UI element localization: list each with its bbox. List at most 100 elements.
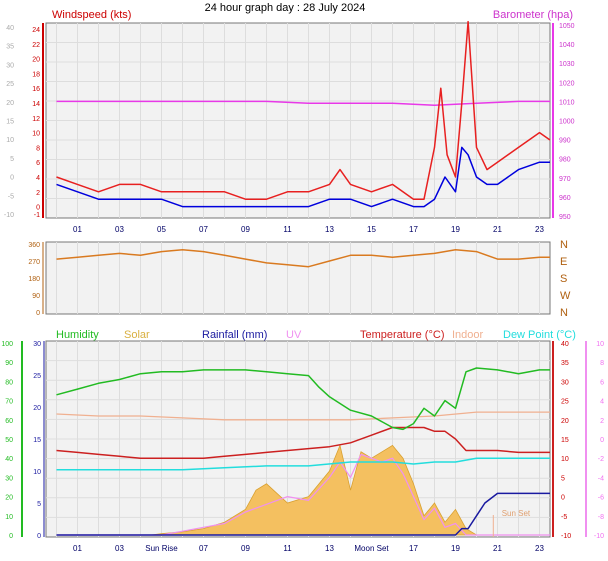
tick-label-faint: 30 bbox=[6, 62, 14, 69]
tick-label-windspeed: 22 bbox=[32, 42, 40, 49]
tick-label-barometer: 980 bbox=[559, 157, 571, 164]
tick-label-barometer: 990 bbox=[559, 138, 571, 145]
barometer-line bbox=[56, 100, 550, 106]
tick-label-hour: 03 bbox=[115, 544, 124, 553]
tick-label-solar: 10 bbox=[33, 469, 41, 476]
tick-label-uv: -10 bbox=[594, 533, 604, 540]
tick-label-faint: 25 bbox=[6, 81, 14, 88]
legend-item: Solar bbox=[124, 329, 150, 341]
temperature-plot: 0102030405060708090100051015202530-10-50… bbox=[1, 341, 604, 553]
tick-label-barometer: 1050 bbox=[559, 23, 575, 30]
tick-label-compass: S bbox=[560, 273, 567, 285]
tick-label-solar: 5 bbox=[37, 501, 41, 508]
tick-label-temperature: 30 bbox=[561, 379, 569, 386]
legend-item: Temperature (°C) bbox=[360, 329, 444, 341]
wind-pressure-plot: -10-50510152025303540-102468101214161820… bbox=[4, 20, 575, 234]
wind-direction-line bbox=[56, 248, 550, 268]
tick-label-faint: -5 bbox=[8, 193, 14, 200]
tick-label-windspeed: 6 bbox=[36, 160, 40, 167]
legend-item: Indoor bbox=[452, 329, 484, 341]
tick-label-uv: 0 bbox=[600, 437, 604, 444]
tick-label-humidity: 100 bbox=[1, 341, 13, 348]
tick-label-windspeed: 18 bbox=[32, 71, 40, 78]
tick-label-hour: Sun Rise bbox=[145, 544, 178, 553]
tick-label-solar: 25 bbox=[33, 373, 41, 380]
tick-label-temperature: 15 bbox=[561, 437, 569, 444]
tick-label-hour: 19 bbox=[451, 544, 460, 553]
tick-label-windspeed: 10 bbox=[32, 131, 40, 138]
tick-label-direction: 180 bbox=[28, 276, 40, 283]
legend-temperature-panel: Humidity Solar Rainfall (mm) UV Temperature … bbox=[56, 329, 576, 341]
tick-label-compass: N bbox=[560, 239, 568, 251]
tick-label-barometer: 970 bbox=[559, 176, 571, 183]
tick-label-hour: 03 bbox=[115, 225, 124, 234]
tick-label-faint: 10 bbox=[6, 137, 14, 144]
tick-label-windspeed: 4 bbox=[36, 175, 40, 182]
tick-label-compass: W bbox=[560, 290, 571, 302]
windspeed-axis-label: Windspeed (kts) bbox=[52, 9, 131, 21]
legend-item: Dew Point (°C) bbox=[503, 329, 576, 341]
tick-label-windspeed: 0 bbox=[36, 205, 40, 212]
tick-label-hour: Moon Set bbox=[354, 544, 389, 553]
chart-title: 24 hour graph day : 28 July 2024 bbox=[205, 2, 366, 14]
tick-label-hour: 11 bbox=[283, 225, 292, 234]
tick-label-windspeed: 12 bbox=[32, 116, 40, 123]
tick-label-direction: 90 bbox=[32, 293, 40, 300]
tick-label-hour: 11 bbox=[283, 544, 292, 553]
annotation-sun-set: Sun Set bbox=[502, 509, 531, 518]
tick-label-barometer: 1020 bbox=[559, 80, 575, 87]
windspeed-line bbox=[56, 20, 551, 200]
tick-label-temperature: 25 bbox=[561, 399, 569, 406]
tick-label-temperature: 5 bbox=[561, 475, 565, 482]
barometer-axis-label: Barometer (hpa) bbox=[493, 9, 573, 21]
tick-label-barometer: 1010 bbox=[559, 99, 575, 106]
tick-label-faint: 35 bbox=[6, 44, 14, 51]
temperature-line bbox=[56, 426, 550, 459]
tick-label-solar: 0 bbox=[37, 533, 41, 540]
legend-item: Rainfall (mm) bbox=[202, 329, 267, 341]
tick-label-temperature: 10 bbox=[561, 456, 569, 463]
tick-label-hour: 17 bbox=[409, 544, 418, 553]
tick-label-direction: 270 bbox=[28, 259, 40, 266]
tick-label-hour: 07 bbox=[199, 225, 208, 234]
tick-label-uv: -4 bbox=[598, 475, 604, 482]
tick-label-windspeed: 20 bbox=[32, 57, 40, 64]
tick-label-hour: 13 bbox=[325, 544, 334, 553]
uv-line bbox=[56, 453, 550, 536]
tick-label-windspeed: 16 bbox=[32, 86, 40, 93]
tick-label-hour: 15 bbox=[367, 225, 376, 234]
humidity-line bbox=[56, 367, 550, 431]
tick-label-temperature: -5 bbox=[561, 514, 567, 521]
tick-label-uv: 2 bbox=[600, 418, 604, 425]
tick-label-barometer: 950 bbox=[559, 214, 571, 221]
tick-label-faint: 0 bbox=[10, 175, 14, 182]
tick-label-temperature: 20 bbox=[561, 418, 569, 425]
tick-label-hour: 07 bbox=[199, 544, 208, 553]
indoor-line bbox=[56, 411, 550, 421]
tick-label-humidity: 30 bbox=[5, 475, 13, 482]
tick-label-humidity: 40 bbox=[5, 456, 13, 463]
tick-label-hour: 09 bbox=[241, 225, 250, 234]
tick-label-windspeed: 2 bbox=[36, 190, 40, 197]
tick-label-uv: 4 bbox=[600, 399, 604, 406]
tick-label-solar: 15 bbox=[33, 437, 41, 444]
tick-label-humidity: 90 bbox=[5, 360, 13, 367]
tick-label-temperature: -10 bbox=[561, 533, 571, 540]
tick-label-windspeed: 24 bbox=[32, 27, 40, 34]
tick-label-hour: 19 bbox=[451, 225, 460, 234]
tick-label-uv: -2 bbox=[598, 456, 604, 463]
tick-label-humidity: 80 bbox=[5, 379, 13, 386]
tick-label-direction: 0 bbox=[36, 310, 40, 317]
tick-label-temperature: 35 bbox=[561, 360, 569, 367]
tick-label-hour: 13 bbox=[325, 225, 334, 234]
tick-label-windspeed: -1 bbox=[34, 212, 40, 219]
tick-label-uv: 10 bbox=[596, 341, 604, 348]
tick-label-solar: 30 bbox=[33, 341, 41, 348]
tick-label-barometer: 1040 bbox=[559, 42, 575, 49]
tick-label-hour: 09 bbox=[241, 544, 250, 553]
tick-label-humidity: 70 bbox=[5, 399, 13, 406]
tick-label-direction: 360 bbox=[28, 242, 40, 249]
tick-label-hour: 23 bbox=[535, 225, 544, 234]
dew-point-line bbox=[56, 457, 550, 471]
